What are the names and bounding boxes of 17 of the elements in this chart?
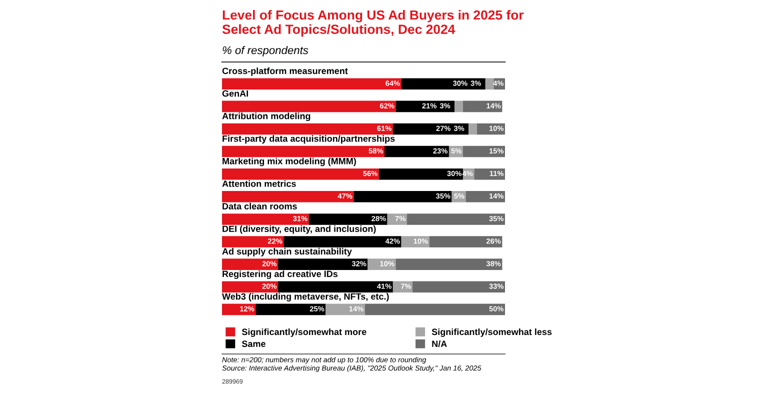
chart-subtitle: % of respondents bbox=[222, 46, 308, 56]
y-tick-label: First-party data acquisition/partnerships bbox=[222, 135, 395, 144]
legend-label: Same bbox=[242, 340, 266, 348]
y-tick-label: Registering ad creative IDs bbox=[222, 270, 338, 279]
y-tick-label: GenAI bbox=[222, 90, 248, 97]
y-tick-label: Attention metrics bbox=[222, 180, 296, 187]
y-tick-label: Attribution modeling bbox=[222, 112, 310, 122]
y-tick-label: Ad supply chain sustainability bbox=[222, 248, 352, 256]
legend-label: Significantly/somewhat more bbox=[242, 328, 366, 337]
y-tick-label: Marketing mix modeling (MMM) bbox=[222, 158, 356, 166]
legend-label: Significantly/somewhat less bbox=[432, 328, 552, 337]
y-tick-label: DEI (diversity, equity, and inclusion) bbox=[222, 225, 376, 234]
chart-title: Level of Focus Among US Ad Buyers in 2025 for Select Ad Topics/Solutions, Dec 2024 bbox=[222, 10, 524, 37]
legend-label: N/A bbox=[432, 340, 447, 348]
y-tick-label: Cross-platform measurement bbox=[222, 67, 348, 76]
y-tick-label: Data clean rooms bbox=[222, 202, 297, 210]
y-tick-label: Web3 (including metaverse, NFTs, etc.) bbox=[222, 293, 389, 302]
